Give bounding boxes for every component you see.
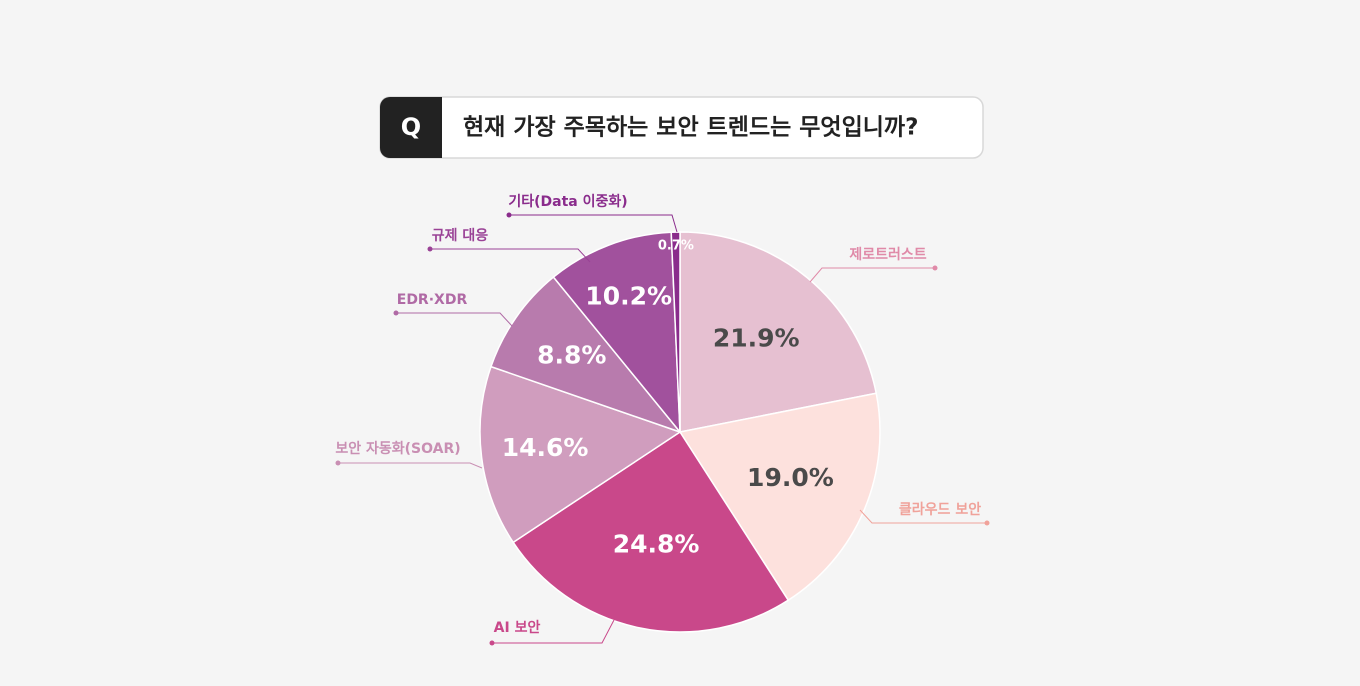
leader-line <box>809 267 935 283</box>
badge: Q <box>401 113 421 141</box>
leader-dot <box>335 460 341 466</box>
value-label: 10.2% <box>585 281 672 310</box>
pie-slice <box>490 276 683 434</box>
pie-slice <box>679 231 878 433</box>
pie-slice <box>678 392 881 602</box>
category-label: 클라우드 보안 <box>899 501 981 518</box>
leader-line <box>338 462 483 469</box>
leader-line <box>396 312 513 327</box>
leader-line <box>859 509 987 524</box>
category-label: 제로트러스트 <box>849 247 926 263</box>
leader-dot <box>984 520 990 526</box>
category-label: EDR·XDR <box>397 292 468 308</box>
leader-line <box>492 619 615 644</box>
value-label: 0.7% <box>658 239 694 254</box>
badge-box <box>380 97 442 158</box>
value-label: 21.9% <box>713 323 800 352</box>
category-label: AI 보안 <box>494 619 541 636</box>
category-label: 보안 자동화(SOAR) <box>335 440 460 457</box>
leader-line <box>430 248 591 263</box>
pie-slice <box>552 231 681 435</box>
category-label: 규제 대응 <box>432 228 489 244</box>
value-label: 14.6% <box>502 433 589 462</box>
category-label: 기타(Data 이중화) <box>508 193 627 210</box>
leader-dot <box>932 265 938 271</box>
value-label: 19.0% <box>747 463 834 492</box>
chart-title: 현재 가장 주목하는 보안 트렌드는 무엇입니까? <box>463 115 918 141</box>
value-label: 8.8% <box>537 340 606 369</box>
pie-slice <box>512 430 790 633</box>
pie-slice <box>479 365 682 544</box>
value-label: 24.8% <box>613 530 700 559</box>
leader-dot <box>427 246 433 252</box>
leader-dot <box>393 310 399 316</box>
leader-dot <box>506 212 512 218</box>
leader-dot <box>489 640 495 646</box>
pie-slice <box>670 231 681 433</box>
leader-line <box>509 214 678 233</box>
